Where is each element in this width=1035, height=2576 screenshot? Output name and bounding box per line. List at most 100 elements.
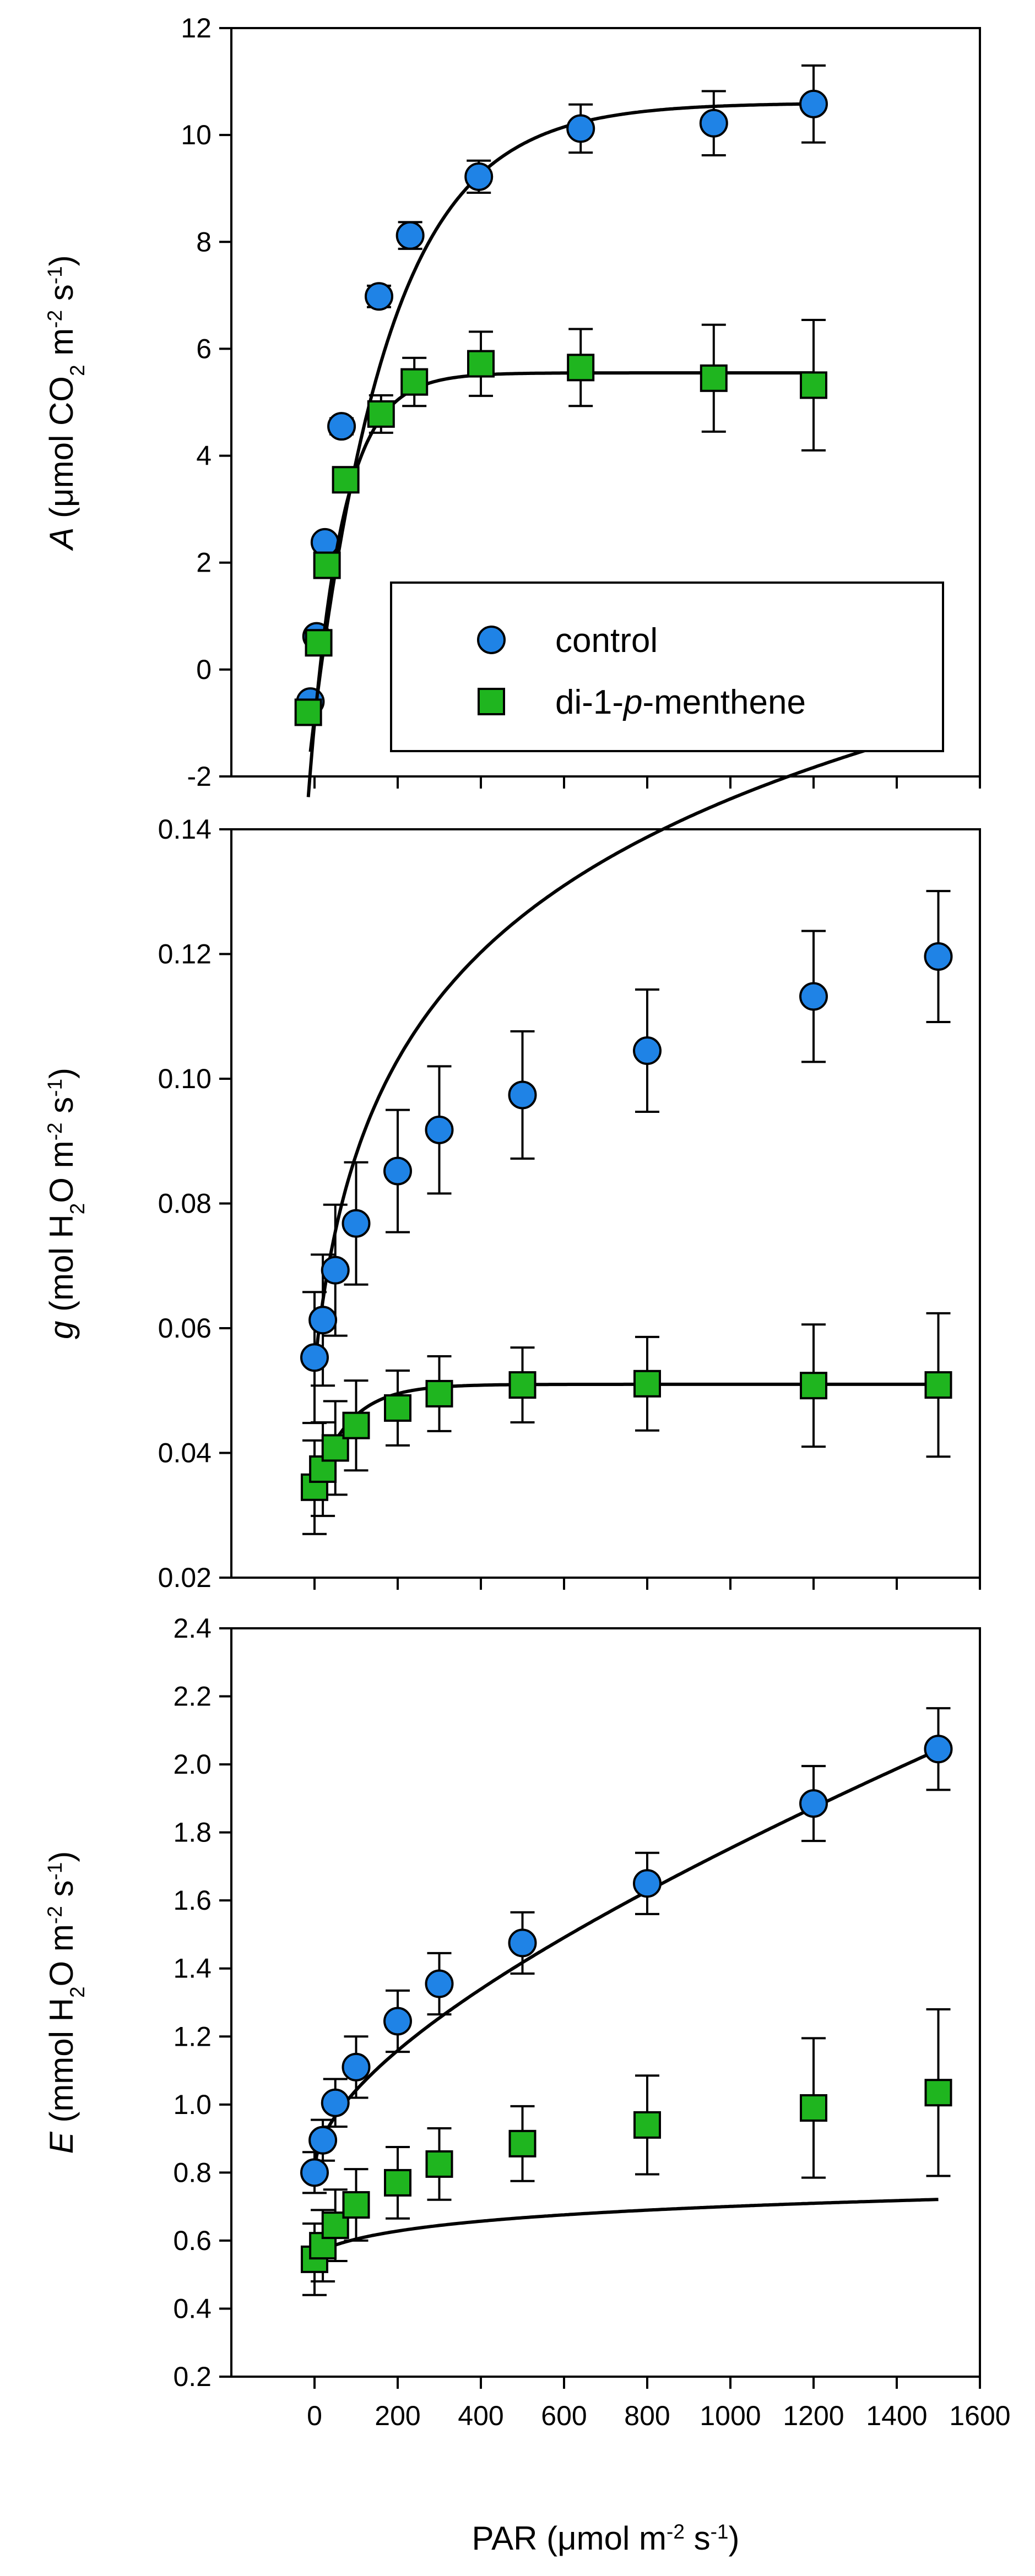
data-point-treated xyxy=(508,2129,537,2157)
panel-g: 0.02 0.04 0.06 0.08 0.10 0.12 0.14 g (mol H2O m… xyxy=(43,727,981,1593)
data-point-control xyxy=(699,108,728,138)
y-tick-label: 0.06 xyxy=(158,1313,212,1344)
series-treated xyxy=(301,2008,952,2296)
data-point-control xyxy=(566,114,595,143)
y-tick-label: 0.8 xyxy=(173,2157,212,2188)
data-point-control xyxy=(924,942,953,971)
y-tick-label: 2 xyxy=(196,547,212,578)
x-tick-label: 1200 xyxy=(783,2400,844,2431)
x-tick-label: 800 xyxy=(624,2400,670,2431)
x-tick-label: 1600 xyxy=(949,2400,1010,2431)
y-tick-label: 2.2 xyxy=(173,1681,212,1712)
data-point-control xyxy=(395,221,425,250)
y-tick-label: 0.08 xyxy=(158,1188,212,1219)
series-control xyxy=(300,1707,953,2194)
data-point-control xyxy=(464,162,494,191)
y-tick-label: 2.0 xyxy=(173,1749,212,1780)
y-tick-label: 1.0 xyxy=(173,2089,212,2120)
data-point-control xyxy=(300,2158,329,2187)
series-control xyxy=(296,64,828,752)
data-point-treated xyxy=(700,364,728,392)
data-point-treated xyxy=(800,371,827,399)
data-point-control xyxy=(300,1343,329,1372)
y-tick-label: 6 xyxy=(196,333,212,364)
data-point-treated xyxy=(633,1369,661,1398)
legend: control di-1-p-menthene xyxy=(390,581,944,752)
y-tick-label: -2 xyxy=(187,761,212,792)
data-point-treated xyxy=(367,400,395,428)
data-point-treated xyxy=(313,551,341,579)
data-point-control xyxy=(508,1928,537,1958)
y-tick-label: 12 xyxy=(181,13,212,44)
y-tick-label: 0.2 xyxy=(173,2361,212,2392)
plot-frame xyxy=(230,27,981,778)
y-tick-label: 0.10 xyxy=(158,1063,212,1094)
series-treated xyxy=(301,1312,952,1535)
data-point-treated xyxy=(342,2191,370,2219)
data-point-treated xyxy=(425,1379,453,1407)
data-point-treated xyxy=(633,2111,661,2139)
data-point-control xyxy=(799,1789,828,1818)
y-axis-title: g (mol H2O m-2 s-1) xyxy=(43,1068,89,1339)
y-tick-label: 8 xyxy=(196,226,212,257)
data-point-control xyxy=(308,1306,338,1335)
data-point-control xyxy=(383,2007,412,2036)
data-point-control xyxy=(799,982,828,1011)
y-tick-label: 0 xyxy=(196,654,212,685)
data-point-treated xyxy=(384,2169,411,2197)
x-tick-label: 0 xyxy=(307,2400,322,2431)
y-tick-label: 0.02 xyxy=(158,1562,212,1593)
panel-E: 0.2 0.4 0.6 0.8 1.0 1.2 1.4 1.6 1.8 2.0 2.2 2.4 E (m… xyxy=(43,1613,1011,2431)
y-tick-label: 0.12 xyxy=(158,939,212,970)
x-tick-label: 1000 xyxy=(700,2400,761,2431)
x-tick-label: 600 xyxy=(541,2400,587,2431)
plot-frame xyxy=(230,1627,981,2378)
data-point-control xyxy=(383,1156,412,1186)
fit-curve xyxy=(313,727,939,1369)
data-point-control xyxy=(508,1080,537,1110)
data-point-treated xyxy=(924,1371,952,1399)
data-point-control xyxy=(425,1115,454,1144)
y-tick-label: 0.04 xyxy=(158,1438,212,1469)
data-point-treated xyxy=(567,354,595,382)
x-tick-label: 200 xyxy=(375,2400,420,2431)
y-tick-label: 1.2 xyxy=(173,2021,212,2052)
data-point-treated xyxy=(800,1372,827,1400)
legend-marker-treated xyxy=(478,688,505,715)
data-point-treated xyxy=(332,466,360,494)
data-point-control xyxy=(342,2052,371,2082)
y-tick-label: 0.6 xyxy=(173,2225,212,2256)
y-axis-title: A (μmol CO2 m-2 s-1) xyxy=(43,255,89,551)
x-tick-label: 400 xyxy=(458,2400,503,2431)
data-point-treated xyxy=(508,1371,537,1399)
panel-A: -2 0 2 4 6 8 10 12 A (μmol CO2 m-2 s-1) xyxy=(43,13,981,797)
legend-marker-control xyxy=(477,626,506,654)
fit-curve xyxy=(308,102,814,752)
series-control xyxy=(300,727,953,1425)
fit-curve xyxy=(313,1748,939,2173)
data-point-control xyxy=(342,1209,371,1238)
data-point-control xyxy=(425,1969,454,1998)
data-point-control xyxy=(327,412,356,441)
y-tick-label: 2.4 xyxy=(173,1613,212,1644)
y-tick-label: 4 xyxy=(196,441,212,471)
data-point-control xyxy=(321,1256,350,1285)
legend-label-control: control xyxy=(555,622,658,660)
series-treated xyxy=(294,319,827,797)
x-axis-title: PAR (μmol m-2 s-1) xyxy=(472,2520,740,2557)
data-point-control xyxy=(365,282,394,311)
data-point-treated xyxy=(294,698,322,726)
data-point-control xyxy=(799,89,828,118)
data-point-control xyxy=(308,2126,338,2155)
data-point-treated xyxy=(342,1411,370,1439)
data-point-treated xyxy=(924,2079,952,2107)
data-point-treated xyxy=(467,350,495,378)
y-tick-label: 1.6 xyxy=(173,1885,212,1916)
data-point-control xyxy=(633,1869,662,1898)
legend-label-treated: di-1-p-menthene xyxy=(555,683,806,721)
y-axis-title: E (mmol H2O m-2 s-1) xyxy=(43,1851,89,2154)
data-point-control xyxy=(321,2088,350,2117)
